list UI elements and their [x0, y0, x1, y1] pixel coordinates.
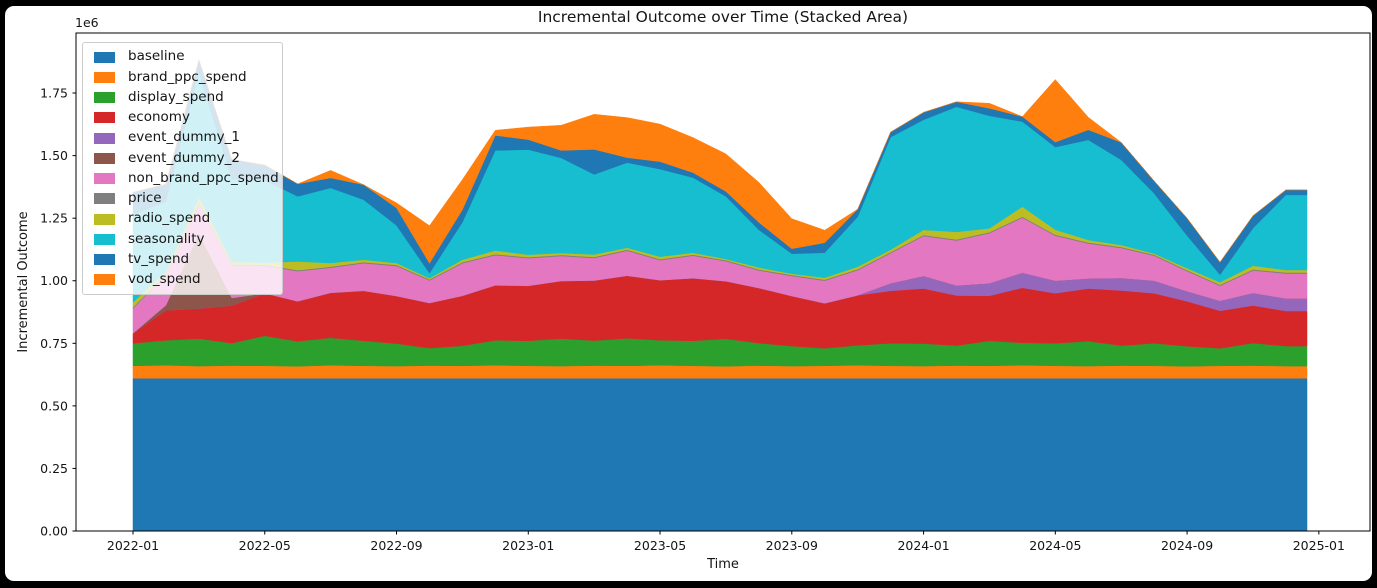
legend-item-display_spend: display_spend: [91, 89, 274, 107]
area-layers: [132, 58, 1308, 532]
legend-item-price: price: [91, 190, 274, 208]
legend-swatch-icon: [94, 173, 115, 185]
legend-item-vod_spend: vod_spend: [91, 271, 274, 289]
x-tick-label: 2024-01: [897, 538, 949, 553]
legend-swatch-icon: [94, 254, 115, 266]
legend-item-radio_spend: radio_spend: [91, 210, 274, 228]
chart-title: Incremental Outcome over Time (Stacked A…: [538, 8, 908, 26]
legend-label: vod_spend: [128, 271, 201, 288]
x-tick-label: 2024-05: [1029, 538, 1081, 553]
legend-label: baseline: [128, 48, 185, 65]
y-tick-label: 0.75: [40, 336, 68, 351]
x-tick-label: 2023-09: [766, 538, 818, 553]
legend-item-tv_spend: tv_spend: [91, 251, 274, 269]
y-tick-label: 0.25: [40, 461, 68, 476]
legend-item-non_brand_ppc_spend: non_brand_ppc_spend: [91, 170, 279, 188]
legend-label: event_dummy_2: [128, 149, 240, 166]
area-baseline: [132, 378, 1308, 532]
legend-swatch-icon: [94, 213, 115, 225]
y-tick-label: 1.00: [40, 273, 68, 288]
y-tick-label: 1.25: [40, 211, 68, 226]
x-tick-label: 2024-09: [1161, 538, 1213, 553]
legend-label: brand_ppc_spend: [128, 68, 247, 85]
legend-label: price: [128, 190, 162, 207]
legend-swatch-icon: [94, 92, 115, 104]
stacked-area-chart: 2022-01 2022-05 2022-09 2023-01 2023-05 2023-…: [16, 8, 1371, 572]
y-tick-label: 0.50: [40, 398, 68, 413]
plot-spines: [75, 32, 1371, 532]
legend-label: radio_spend: [128, 210, 211, 227]
figure-canvas: 2022-01 2022-05 2022-09 2023-01 2023-05 2023-…: [5, 6, 1372, 581]
legend-label: display_spend: [128, 88, 224, 105]
x-tick-label: 2022-09: [370, 538, 422, 553]
x-tick-label: 2022-05: [239, 538, 291, 553]
y-tick-label: 1.50: [40, 148, 68, 163]
y-tick-label: 1.75: [40, 86, 68, 101]
area-brand_ppc_spend: [132, 365, 1308, 379]
x-tick-label: 2023-01: [502, 538, 554, 553]
legend-swatch-icon: [94, 71, 115, 83]
legend-swatch-icon: [94, 233, 115, 245]
legend-swatch-icon: [94, 274, 115, 286]
legend-swatch-icon: [94, 132, 115, 144]
legend-swatch-icon: [94, 193, 115, 205]
y-tick-label: 0.00: [40, 524, 68, 539]
legend-item-seasonality: seasonality: [91, 230, 274, 248]
legend-label: non_brand_ppc_spend: [128, 169, 279, 186]
legend-swatch-icon: [94, 152, 115, 164]
axes: 2022-01 2022-05 2022-09 2023-01 2023-05 2023-…: [40, 32, 1371, 553]
legend-item-event_dummy_2: event_dummy_2: [91, 149, 274, 167]
legend-label: economy: [128, 109, 190, 126]
legend-item-baseline: baseline: [91, 48, 274, 66]
legend-item-economy: economy: [91, 109, 274, 127]
x-tick-label: 2023-05: [634, 538, 686, 553]
y-axis-offset-text: 1e6: [75, 15, 99, 30]
x-axis-label: Time: [706, 557, 739, 572]
legend-label: tv_spend: [128, 250, 190, 267]
legend-item-brand_ppc_spend: brand_ppc_spend: [91, 68, 274, 86]
legend-label: event_dummy_1: [128, 129, 240, 146]
x-tick-label: 2022-01: [107, 538, 159, 553]
legend-swatch-icon: [94, 112, 115, 124]
legend-label: seasonality: [128, 230, 205, 247]
legend-item-event_dummy_1: event_dummy_1: [91, 129, 274, 147]
legend-swatch-icon: [94, 51, 115, 63]
area-vod_spend: [132, 58, 1307, 264]
y-axis-label: Incremental Outcome: [16, 211, 31, 352]
x-tick-label: 2025-01: [1293, 538, 1345, 553]
